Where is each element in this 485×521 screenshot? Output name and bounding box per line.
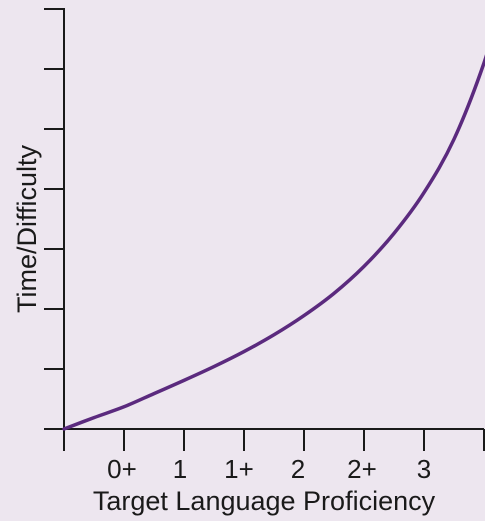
x-tick-label: 1+ [224,454,254,484]
x-tick-label: 1 [173,454,187,484]
x-tick-label: 2 [291,454,305,484]
x-tick-label: 0+ [107,454,137,484]
x-axis [63,428,485,451]
x-tick-labels: 0+ 1 1+ 2 2+ 3 [107,454,431,484]
x-tick-label: 2+ [347,454,377,484]
x-axis-title: Target Language Proficiency [93,486,436,516]
y-axis-title: Time/Difficulty [12,144,42,313]
x-tick-label: 3 [417,454,431,484]
y-axis [44,8,65,430]
series-line [62,54,485,431]
series-group [62,54,485,431]
